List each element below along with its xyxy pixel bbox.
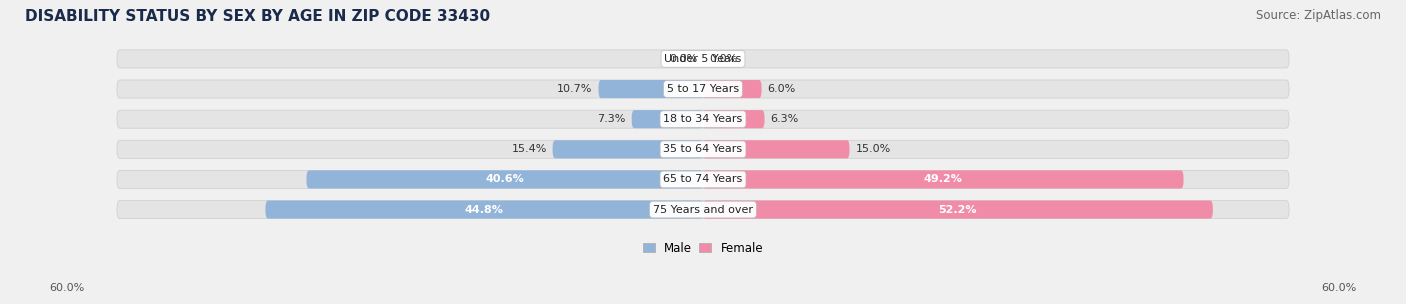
Text: 40.6%: 40.6% bbox=[485, 174, 524, 185]
FancyBboxPatch shape bbox=[307, 170, 703, 188]
FancyBboxPatch shape bbox=[553, 140, 703, 158]
Text: Under 5 Years: Under 5 Years bbox=[665, 54, 741, 64]
Text: 44.8%: 44.8% bbox=[465, 205, 503, 215]
FancyBboxPatch shape bbox=[117, 170, 1289, 188]
FancyBboxPatch shape bbox=[117, 110, 1289, 128]
FancyBboxPatch shape bbox=[117, 201, 1289, 219]
FancyBboxPatch shape bbox=[117, 50, 1289, 68]
FancyBboxPatch shape bbox=[703, 170, 1184, 188]
Text: 5 to 17 Years: 5 to 17 Years bbox=[666, 84, 740, 94]
FancyBboxPatch shape bbox=[703, 201, 1213, 219]
Text: 15.0%: 15.0% bbox=[855, 144, 890, 154]
FancyBboxPatch shape bbox=[599, 80, 703, 98]
FancyBboxPatch shape bbox=[117, 140, 1289, 158]
Text: DISABILITY STATUS BY SEX BY AGE IN ZIP CODE 33430: DISABILITY STATUS BY SEX BY AGE IN ZIP C… bbox=[25, 9, 491, 24]
Text: 60.0%: 60.0% bbox=[1322, 283, 1357, 293]
Text: 6.0%: 6.0% bbox=[768, 84, 796, 94]
Text: 0.0%: 0.0% bbox=[669, 54, 697, 64]
Text: 52.2%: 52.2% bbox=[939, 205, 977, 215]
FancyBboxPatch shape bbox=[703, 140, 849, 158]
FancyBboxPatch shape bbox=[703, 110, 765, 128]
Text: 6.3%: 6.3% bbox=[770, 114, 799, 124]
Text: 65 to 74 Years: 65 to 74 Years bbox=[664, 174, 742, 185]
Text: 15.4%: 15.4% bbox=[512, 144, 547, 154]
Text: 49.2%: 49.2% bbox=[924, 174, 963, 185]
Text: 60.0%: 60.0% bbox=[49, 283, 84, 293]
FancyBboxPatch shape bbox=[631, 110, 703, 128]
Text: 7.3%: 7.3% bbox=[598, 114, 626, 124]
FancyBboxPatch shape bbox=[703, 80, 762, 98]
Text: 10.7%: 10.7% bbox=[557, 84, 593, 94]
Text: 0.0%: 0.0% bbox=[709, 54, 737, 64]
Text: Source: ZipAtlas.com: Source: ZipAtlas.com bbox=[1256, 9, 1381, 22]
Text: 18 to 34 Years: 18 to 34 Years bbox=[664, 114, 742, 124]
FancyBboxPatch shape bbox=[266, 201, 703, 219]
FancyBboxPatch shape bbox=[117, 80, 1289, 98]
Text: 35 to 64 Years: 35 to 64 Years bbox=[664, 144, 742, 154]
Text: 75 Years and over: 75 Years and over bbox=[652, 205, 754, 215]
Legend: Male, Female: Male, Female bbox=[638, 237, 768, 259]
